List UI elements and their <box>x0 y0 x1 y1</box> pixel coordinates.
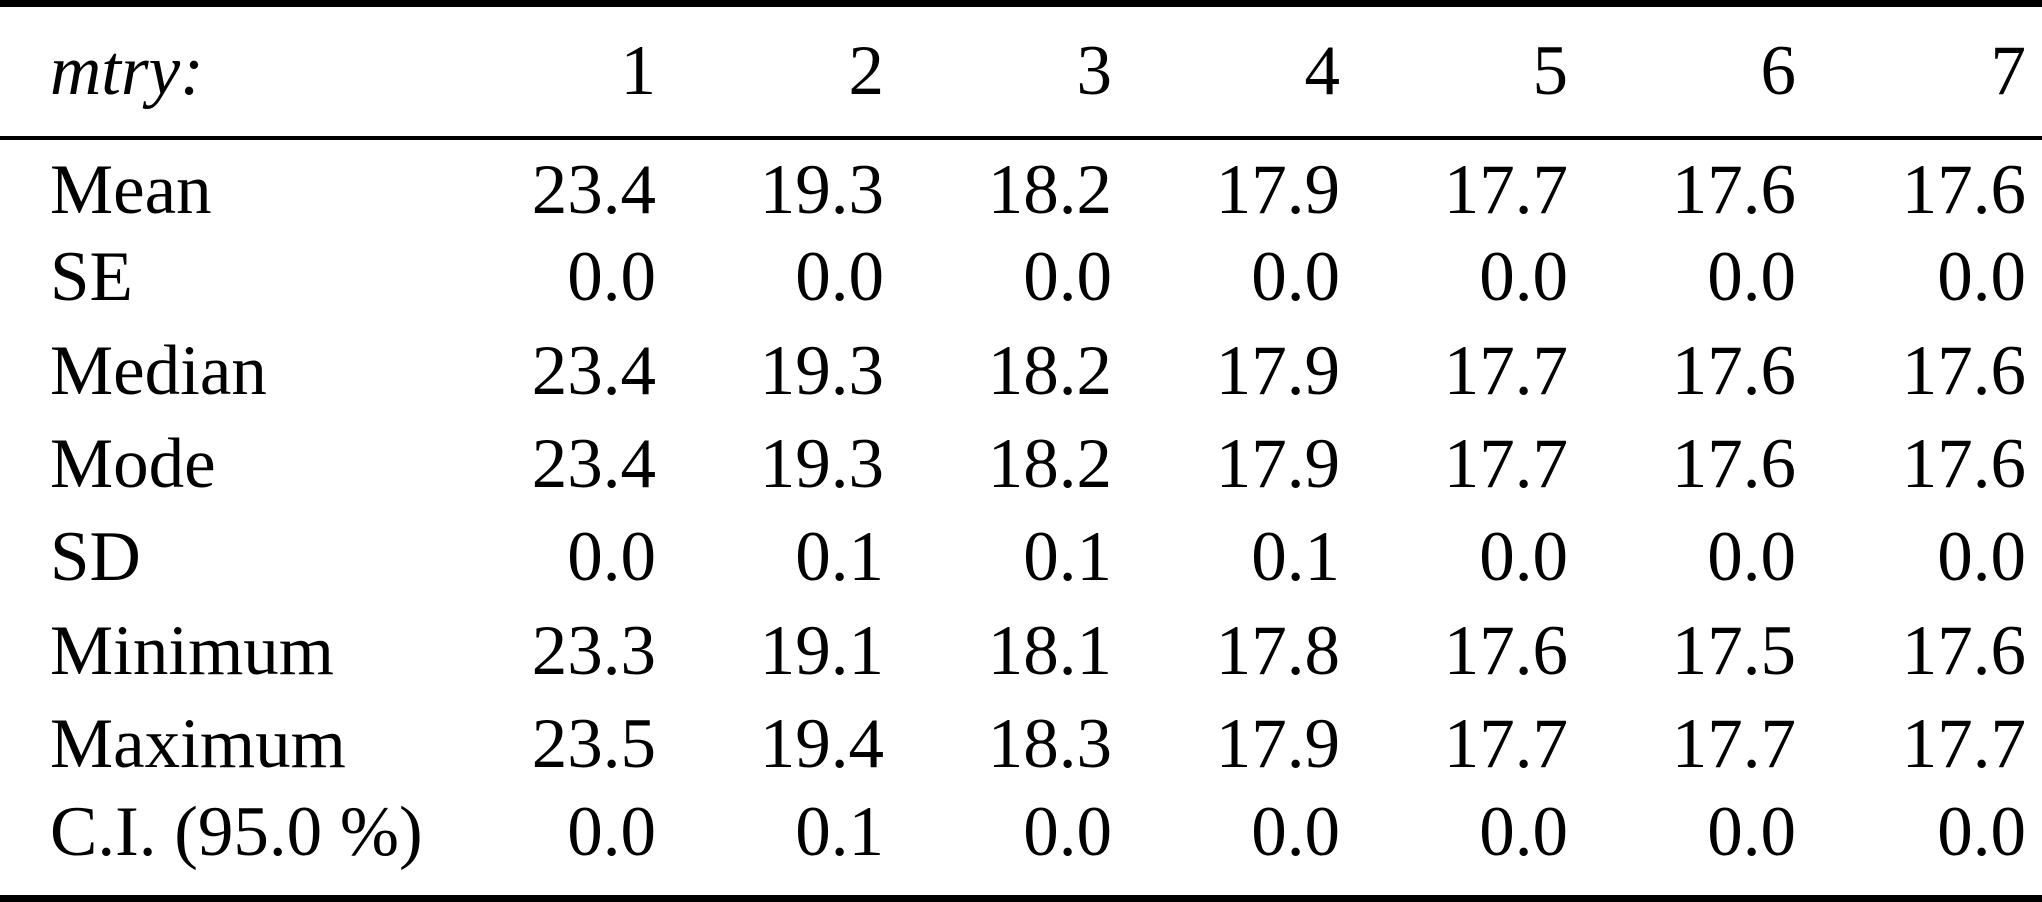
cell-ci-7: 0.0 <box>1937 792 2026 871</box>
row-label-minimum: Minimum <box>50 611 335 690</box>
cell-ci-1: 0.0 <box>567 792 656 871</box>
column-header-3: 3 <box>1076 31 1113 110</box>
cell-median-2: 19.3 <box>759 331 884 410</box>
row-mode: Mode 23.4 19.3 18.2 17.9 17.7 17.6 17.6 <box>0 418 2042 511</box>
cell-mean-4: 17.9 <box>1215 150 1340 229</box>
cell-mean-1: 23.4 <box>531 150 656 229</box>
cell-ci-3: 0.0 <box>1023 792 1112 871</box>
column-header-5: 5 <box>1532 31 1569 110</box>
column-header-4: 4 <box>1304 31 1341 110</box>
cell-mode-2: 19.3 <box>759 424 884 503</box>
cell-minimum-1: 23.3 <box>531 611 656 690</box>
cell-se-5: 0.0 <box>1479 238 1568 317</box>
cell-median-7: 17.6 <box>1901 331 2026 410</box>
cell-ci-5: 0.0 <box>1479 792 1568 871</box>
cell-mode-3: 18.2 <box>987 424 1112 503</box>
cell-mean-6: 17.6 <box>1671 150 1796 229</box>
mtry-header-label: mtry: <box>50 31 204 110</box>
cell-sd-5: 0.0 <box>1479 518 1568 597</box>
row-label-sd: SD <box>50 518 141 597</box>
cell-median-6: 17.6 <box>1671 331 1796 410</box>
cell-maximum-2: 19.4 <box>759 705 884 784</box>
cell-sd-7: 0.0 <box>1937 518 2026 597</box>
cell-se-3: 0.0 <box>1023 238 1112 317</box>
cell-se-1: 0.0 <box>567 238 656 317</box>
column-header-6: 6 <box>1760 31 1797 110</box>
cell-median-3: 18.2 <box>987 331 1112 410</box>
cell-mean-5: 17.7 <box>1443 150 1568 229</box>
cell-median-5: 17.7 <box>1443 331 1568 410</box>
cell-ci-4: 0.0 <box>1251 792 1340 871</box>
row-mean: Mean 23.4 19.3 18.2 17.9 17.7 17.6 17.6 <box>0 138 2042 231</box>
cell-se-6: 0.0 <box>1707 238 1796 317</box>
row-label-maximum: Maximum <box>50 705 346 784</box>
cell-mode-1: 23.4 <box>531 424 656 503</box>
row-label-ci: C.I. (95.0 %) <box>50 792 423 871</box>
cell-minimum-4: 17.8 <box>1215 611 1340 690</box>
cell-minimum-2: 19.1 <box>759 611 884 690</box>
cell-sd-3: 0.1 <box>1023 518 1112 597</box>
row-minimum: Minimum 23.3 19.1 18.1 17.8 17.6 17.5 17… <box>0 605 2042 698</box>
cell-mean-3: 18.2 <box>987 150 1112 229</box>
cell-maximum-4: 17.9 <box>1215 705 1340 784</box>
cell-sd-4: 0.1 <box>1251 518 1340 597</box>
cell-ci-2: 0.1 <box>795 792 884 871</box>
column-header-1: 1 <box>620 31 657 110</box>
cell-maximum-6: 17.7 <box>1671 705 1796 784</box>
column-header-7: 7 <box>1990 31 2027 110</box>
cell-maximum-7: 17.7 <box>1901 705 2026 784</box>
cell-sd-1: 0.0 <box>567 518 656 597</box>
row-label-se: SE <box>50 238 133 317</box>
cell-median-4: 17.9 <box>1215 331 1340 410</box>
row-se: SE 0.0 0.0 0.0 0.0 0.0 0.0 0.0 <box>0 231 2042 324</box>
row-median: Median 23.4 19.3 18.2 17.9 17.7 17.6 17.… <box>0 324 2042 417</box>
cell-minimum-5: 17.6 <box>1443 611 1568 690</box>
row-label-median: Median <box>50 331 267 410</box>
cell-minimum-6: 17.5 <box>1671 611 1796 690</box>
cell-se-4: 0.0 <box>1251 238 1340 317</box>
cell-mode-6: 17.6 <box>1671 424 1796 503</box>
cell-mean-7: 17.6 <box>1901 150 2026 229</box>
cell-maximum-1: 23.5 <box>531 705 656 784</box>
cell-minimum-3: 18.1 <box>987 611 1112 690</box>
column-header-2: 2 <box>848 31 885 110</box>
cell-mean-2: 19.3 <box>759 150 884 229</box>
cell-maximum-5: 17.7 <box>1443 705 1568 784</box>
cell-se-2: 0.0 <box>795 238 884 317</box>
cell-mode-4: 17.9 <box>1215 424 1340 503</box>
cell-sd-6: 0.0 <box>1707 518 1796 597</box>
cell-mode-5: 17.7 <box>1443 424 1568 503</box>
row-label-mean: Mean <box>50 150 212 229</box>
table-header-row: mtry: 1 2 3 4 5 6 7 <box>0 3 2042 138</box>
cell-mode-7: 17.6 <box>1901 424 2026 503</box>
cell-se-7: 0.0 <box>1937 238 2026 317</box>
row-label-mode: Mode <box>50 424 216 503</box>
cell-ci-6: 0.0 <box>1707 792 1796 871</box>
cell-sd-2: 0.1 <box>795 518 884 597</box>
cell-minimum-7: 17.6 <box>1901 611 2026 690</box>
row-maximum: Maximum 23.5 19.4 18.3 17.9 17.7 17.7 17… <box>0 698 2042 791</box>
cell-maximum-3: 18.3 <box>987 705 1112 784</box>
cell-median-1: 23.4 <box>531 331 656 410</box>
row-ci: C.I. (95.0 %) 0.0 0.1 0.0 0.0 0.0 0.0 0.… <box>0 791 2042 899</box>
row-sd: SD 0.0 0.1 0.1 0.1 0.0 0.0 0.0 <box>0 511 2042 604</box>
